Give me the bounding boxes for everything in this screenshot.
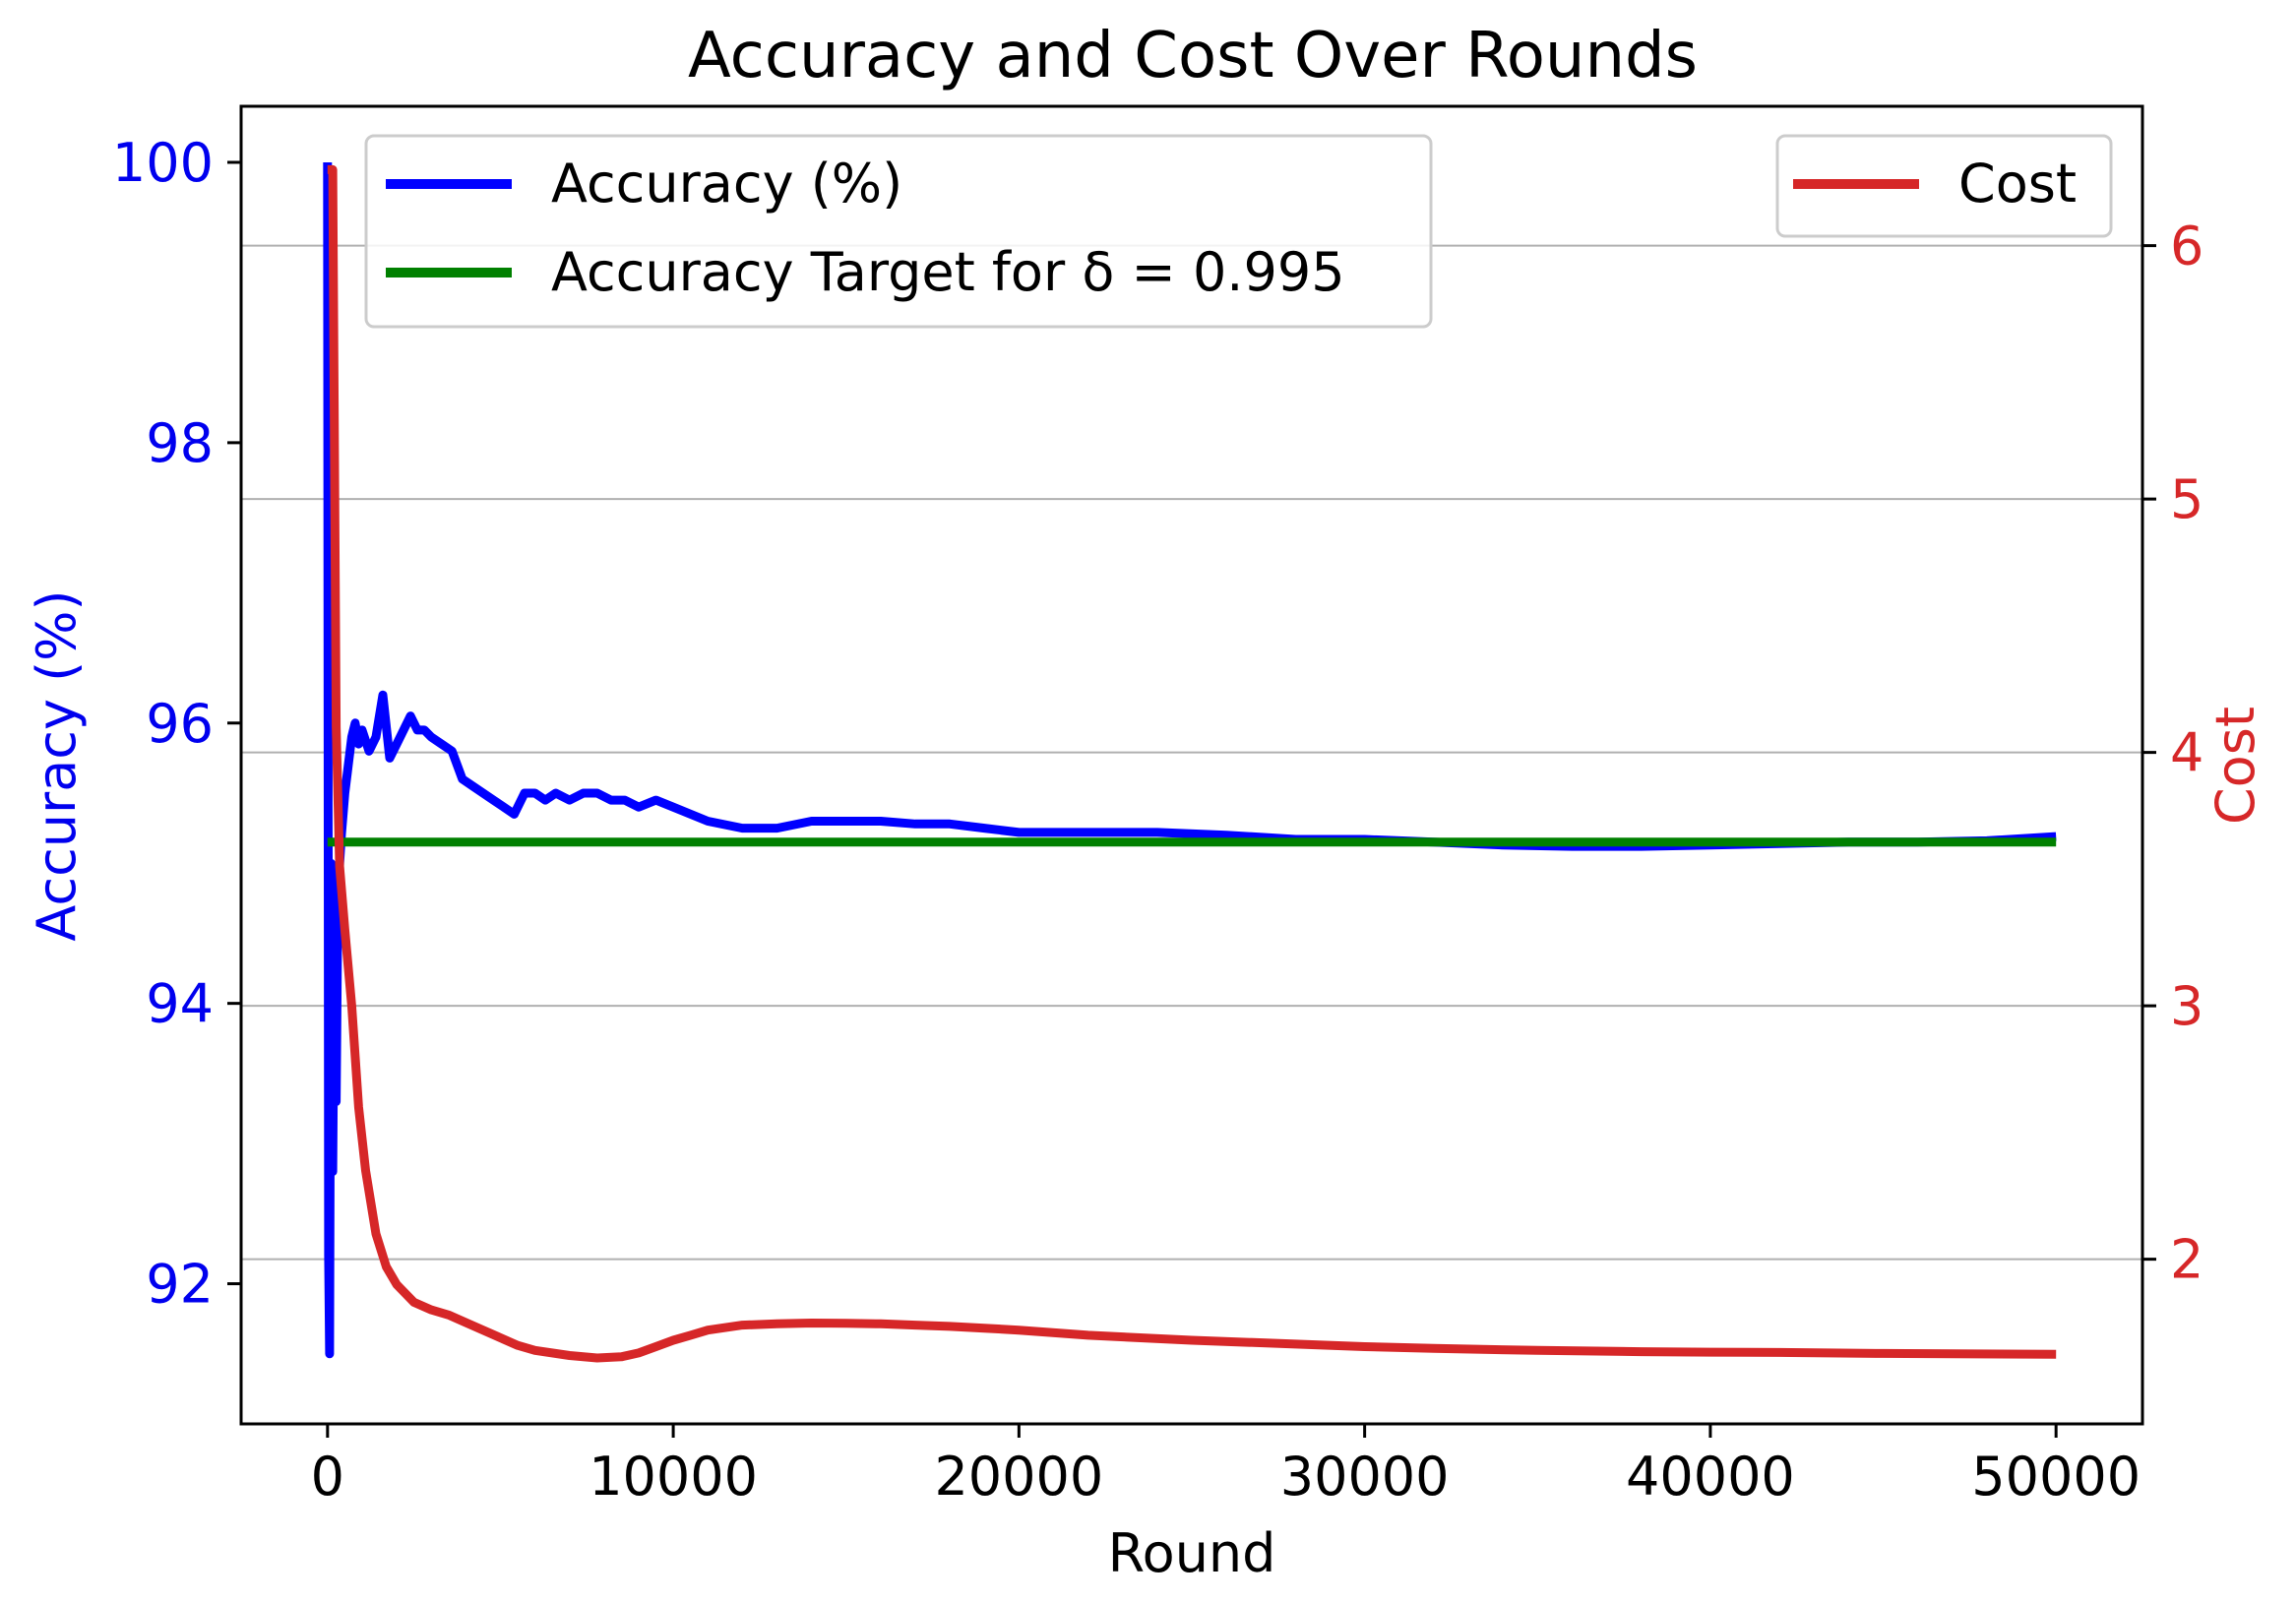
legend-accuracy: Accuracy (%) Accuracy Target for δ = 0.9… [364,134,1433,329]
y-right-tick-label: 5 [2170,468,2203,530]
x-tick-label: 20000 [934,1446,1103,1508]
y-right-tick-label: 4 [2170,722,2203,784]
plot-frame [239,104,2144,1426]
x-tick-label: 30000 [1280,1446,1450,1508]
legend-label-target: Accuracy Target for δ = 0.995 [551,241,1345,303]
grid-lines [241,244,2142,1261]
y-axis-left-label: Accuracy (%) [26,589,88,941]
y-axis-left: 92 94 96 98 100 [112,132,241,1316]
series-line-cost [327,164,2057,1363]
legend-label-cost: Cost [1958,153,2077,215]
legend-label-accuracy: Accuracy (%) [551,153,902,215]
y-right-tick-label: 2 [2170,1229,2203,1291]
y-right-tick-label: 6 [2170,216,2203,277]
y-left-tick-label: 96 [146,693,214,755]
x-axis: 0 10000 20000 30000 40000 50000 [311,1424,2141,1508]
x-tick-label: 0 [311,1446,344,1508]
series-layer [323,161,2057,1363]
y-left-tick-label: 100 [112,132,214,194]
y-left-tick-label: 92 [146,1254,214,1316]
chart-title: Accuracy and Cost Over Rounds [688,20,1698,92]
legend-box [1775,134,2113,238]
legend-cost: Cost [1775,134,2113,238]
y-left-tick-label: 94 [146,973,214,1035]
x-tick-label: 10000 [589,1446,758,1508]
x-tick-label: 50000 [1971,1446,2141,1508]
legend-box [364,134,1433,329]
x-axis-label: Round [1108,1522,1276,1584]
x-tick-label: 40000 [1626,1446,1795,1508]
y-right-tick-label: 3 [2170,975,2203,1037]
y-axis-right: 2 3 4 5 6 [2142,216,2203,1291]
y-axis-right-label: Cost [2204,707,2266,825]
y-left-tick-label: 98 [146,412,214,474]
series-line-accuracy [323,161,2057,1359]
